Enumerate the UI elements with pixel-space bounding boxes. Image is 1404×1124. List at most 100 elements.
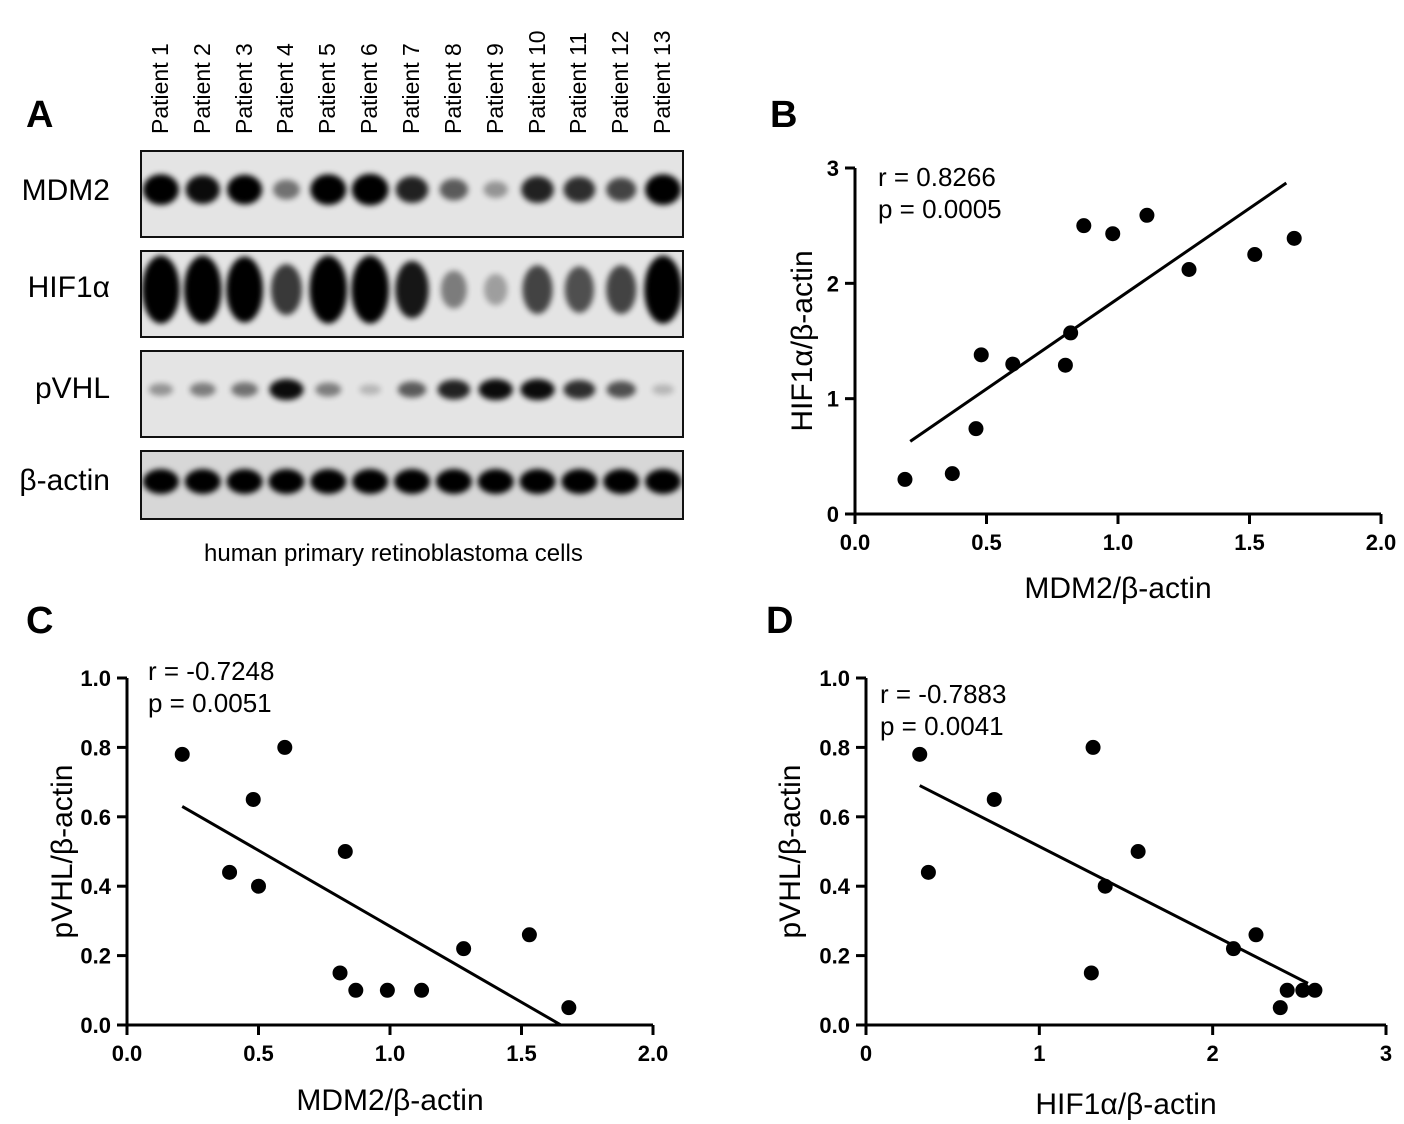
blot-band bbox=[148, 383, 174, 396]
blot-band bbox=[310, 174, 347, 205]
data-point bbox=[337, 844, 353, 859]
x-tick-label: 0.0 bbox=[840, 530, 871, 555]
blot-band bbox=[606, 177, 637, 202]
y-axis-label: HIF1α/β-actin bbox=[786, 250, 819, 431]
blot-label: MDM2 bbox=[21, 174, 110, 207]
x-tick-label: 3 bbox=[1380, 1041, 1392, 1066]
blot-band bbox=[315, 382, 342, 397]
blot-band bbox=[269, 379, 304, 401]
x-tick-label: 0.5 bbox=[971, 530, 1002, 555]
blot-band bbox=[184, 469, 221, 494]
data-point bbox=[1085, 739, 1101, 755]
x-tick-label: 1.5 bbox=[1234, 530, 1265, 555]
blot-band bbox=[521, 176, 554, 203]
stat-annotation: p = 0.0041 bbox=[880, 711, 1004, 741]
blot-band bbox=[395, 176, 429, 203]
y-tick-label: 0.8 bbox=[819, 735, 850, 760]
data-point bbox=[1181, 261, 1197, 277]
blot-label: pVHL bbox=[34, 372, 110, 405]
regression-line bbox=[919, 784, 1309, 985]
y-tick-label: 0.0 bbox=[819, 1013, 850, 1038]
y-axis-label: pVHL/β-actin bbox=[46, 765, 79, 939]
blot-image bbox=[140, 450, 684, 520]
y-tick-label: 1.0 bbox=[819, 666, 850, 691]
blot-band bbox=[226, 256, 264, 323]
data-point bbox=[920, 864, 936, 880]
blot-band bbox=[183, 255, 222, 324]
data-point bbox=[897, 471, 913, 487]
panel-a-letter: A bbox=[26, 94, 54, 136]
data-point bbox=[1286, 230, 1302, 246]
blot-band bbox=[142, 174, 179, 205]
blot-image bbox=[140, 250, 684, 338]
data-point bbox=[332, 965, 348, 981]
blot-band bbox=[603, 469, 640, 494]
data-point bbox=[1307, 982, 1323, 998]
data-point bbox=[1272, 1000, 1288, 1016]
data-point bbox=[1225, 941, 1241, 957]
blot-band bbox=[226, 469, 263, 494]
blot-band bbox=[564, 266, 595, 313]
data-point bbox=[1295, 982, 1311, 998]
data-point bbox=[456, 941, 472, 957]
regression-line bbox=[909, 181, 1288, 443]
blot-band bbox=[268, 469, 305, 494]
data-point bbox=[1105, 226, 1121, 242]
x-axis-label: HIF1α/β-actin bbox=[1035, 1088, 1216, 1121]
x-tick-label: 0 bbox=[860, 1041, 872, 1066]
data-point bbox=[1083, 965, 1099, 981]
y-tick-label: 1.0 bbox=[80, 666, 111, 691]
blot-band bbox=[522, 265, 553, 314]
data-point bbox=[1005, 356, 1021, 372]
stat-annotation: p = 0.0005 bbox=[878, 194, 1002, 224]
data-point bbox=[174, 746, 190, 762]
blot-band bbox=[351, 255, 389, 324]
data-point bbox=[521, 927, 537, 943]
blot-band bbox=[478, 379, 513, 401]
data-point bbox=[379, 982, 395, 998]
blot-band bbox=[483, 181, 508, 198]
blot-band bbox=[437, 379, 471, 400]
blot-band bbox=[309, 255, 348, 324]
blot-band bbox=[189, 382, 216, 397]
y-tick-label: 0.4 bbox=[819, 874, 850, 899]
data-point bbox=[277, 739, 293, 755]
regression-line bbox=[181, 805, 562, 1027]
data-point bbox=[251, 878, 266, 894]
blot-band bbox=[645, 174, 682, 205]
data-point bbox=[1057, 357, 1073, 373]
data-point bbox=[1130, 844, 1146, 859]
blot-band bbox=[563, 380, 596, 400]
data-point bbox=[973, 347, 989, 363]
blot-band bbox=[606, 265, 637, 314]
x-tick-label: 1.0 bbox=[1103, 530, 1134, 555]
blot-band bbox=[519, 469, 556, 494]
blot-band bbox=[520, 379, 555, 401]
y-tick-label: 3 bbox=[827, 156, 839, 181]
stat-annotation: r = -0.7883 bbox=[880, 679, 1006, 709]
data-point bbox=[968, 421, 984, 437]
y-tick-label: 0 bbox=[827, 502, 839, 527]
stat-annotation: r = 0.8266 bbox=[878, 162, 996, 192]
y-tick-label: 0.4 bbox=[80, 874, 111, 899]
blot-band bbox=[435, 469, 472, 494]
x-axis-label: MDM2/β-actin bbox=[1024, 572, 1211, 605]
blot-band bbox=[227, 174, 263, 205]
y-tick-label: 0.2 bbox=[80, 944, 111, 969]
panel-b-letter: B bbox=[770, 94, 798, 136]
x-tick-label: 2.0 bbox=[1366, 530, 1397, 555]
x-tick-label: 1 bbox=[1033, 1041, 1045, 1066]
data-point bbox=[222, 864, 238, 880]
stat-annotation: p = 0.0051 bbox=[148, 688, 272, 718]
data-point bbox=[944, 466, 960, 482]
data-point bbox=[1247, 247, 1263, 262]
data-point bbox=[1063, 325, 1079, 341]
blot-band bbox=[395, 260, 429, 319]
blot-band bbox=[439, 178, 469, 201]
blot-image bbox=[140, 350, 684, 438]
y-tick-label: 0.6 bbox=[819, 805, 850, 830]
data-point bbox=[986, 791, 1002, 807]
data-point bbox=[912, 746, 928, 762]
blot-band bbox=[440, 270, 467, 309]
